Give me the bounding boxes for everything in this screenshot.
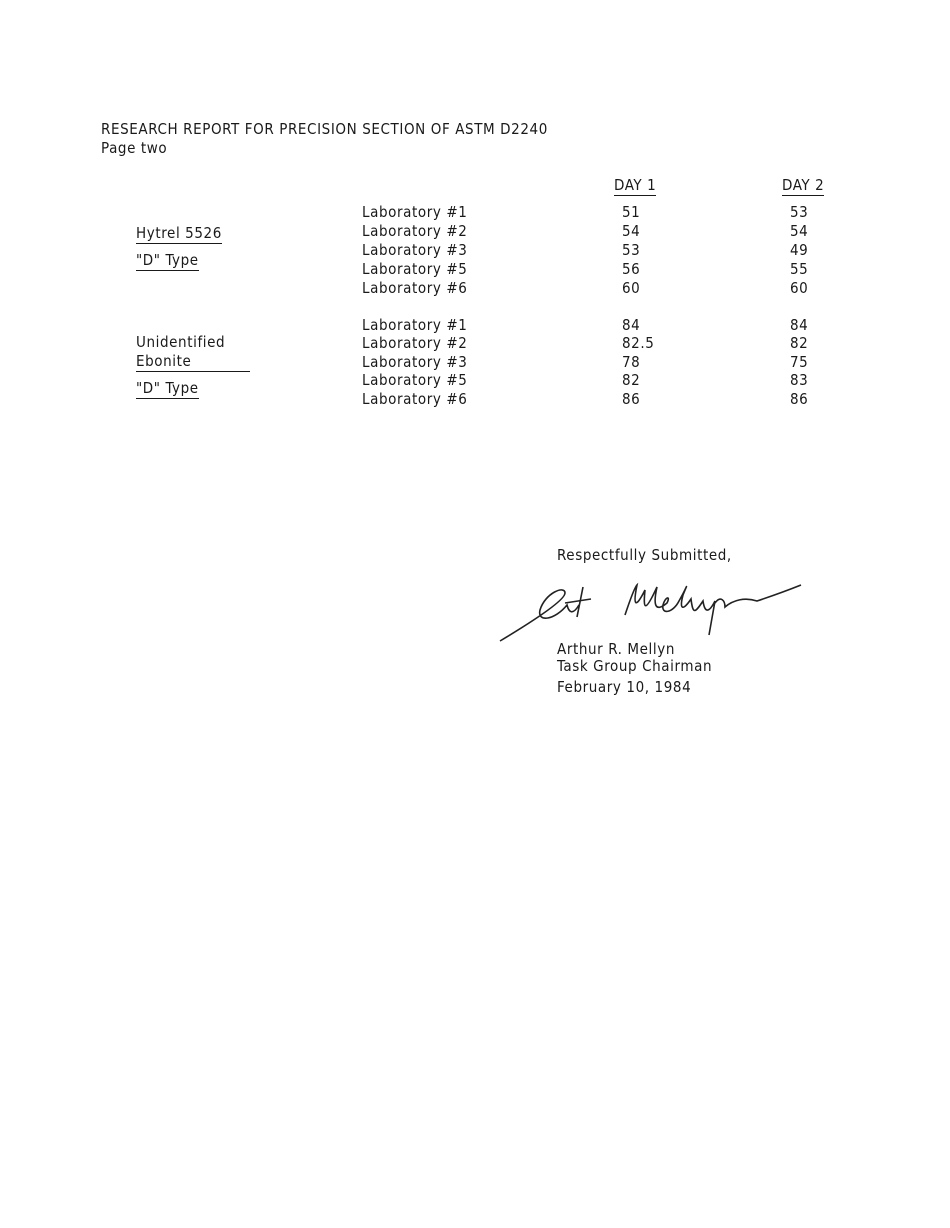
- page-number: Page two: [101, 139, 168, 157]
- report-date: February 10, 1984: [557, 678, 692, 696]
- lab-name: Laboratory #2: [362, 222, 468, 240]
- day2-value: 84: [790, 316, 809, 334]
- column-header-day2: DAY 2: [782, 176, 825, 196]
- salutation: Respectfully Submitted,: [557, 546, 732, 564]
- day1-value: 84: [622, 316, 641, 334]
- day1-value: 60: [622, 279, 641, 297]
- day2-value: 75: [790, 353, 809, 371]
- material-label: Hytrel 5526: [136, 224, 222, 244]
- lab-name: Laboratory #5: [362, 260, 468, 278]
- report-title: RESEARCH REPORT FOR PRECISION SECTION OF…: [101, 120, 548, 138]
- day1-value: 82.5: [622, 334, 655, 352]
- day2-value: 53: [790, 203, 809, 221]
- day1-value: 51: [622, 203, 641, 221]
- day1-value: 86: [622, 390, 641, 408]
- lab-name: Laboratory #3: [362, 241, 468, 259]
- durometer-type-label: "D" Type: [136, 251, 199, 271]
- lab-name: Laboratory #6: [362, 279, 468, 297]
- signer-role: Task Group Chairman: [557, 657, 713, 675]
- day1-value: 56: [622, 260, 641, 278]
- day1-value: 54: [622, 222, 641, 240]
- signature: [499, 582, 802, 642]
- column-header-day1: DAY 1: [614, 176, 657, 196]
- lab-name: Laboratory #5: [362, 371, 468, 389]
- day2-value: 83: [790, 371, 809, 389]
- durometer-type-label: "D" Type: [136, 379, 199, 399]
- lab-name: Laboratory #1: [362, 316, 468, 334]
- lab-name: Laboratory #3: [362, 353, 468, 371]
- day1-value: 78: [622, 353, 641, 371]
- lab-name: Laboratory #2: [362, 334, 468, 352]
- day2-value: 55: [790, 260, 809, 278]
- day2-value: 49: [790, 241, 809, 259]
- day1-value: 53: [622, 241, 641, 259]
- signer-name: Arthur R. Mellyn: [557, 640, 675, 658]
- day2-value: 86: [790, 390, 809, 408]
- material-label: Ebonite: [136, 352, 250, 372]
- lab-name: Laboratory #6: [362, 390, 468, 408]
- material-label: Unidentified: [136, 333, 226, 351]
- day2-value: 60: [790, 279, 809, 297]
- day2-value: 54: [790, 222, 809, 240]
- day1-value: 82: [622, 371, 641, 389]
- day2-value: 82: [790, 334, 809, 352]
- lab-name: Laboratory #1: [362, 203, 468, 221]
